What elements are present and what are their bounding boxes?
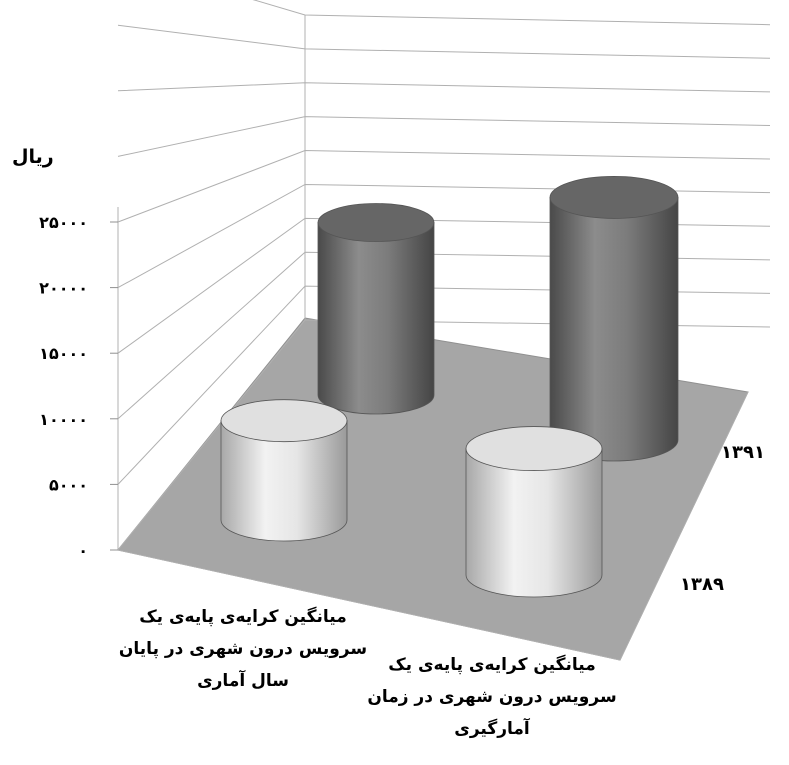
- bar-top: [220, 399, 348, 443]
- category-label-line: میانگین کرایه‌ی پایه‌ی یک: [388, 654, 596, 675]
- y-tick-label: ۲۵۰۰۰: [39, 213, 88, 232]
- bar-0-0: [220, 399, 348, 542]
- category-label: میانگین کرایه‌ی پایه‌ی یک سرویس درون شهری…: [119, 606, 367, 691]
- bar-body: [549, 197, 679, 462]
- gridline: [117, 82, 771, 93]
- series-label: ۱۳۸۹: [680, 574, 724, 595]
- series-label: ۱۳۹۱: [721, 442, 765, 463]
- category-label-line: سال آماری: [197, 669, 289, 691]
- bar-0-1: [465, 426, 603, 598]
- category-label-line: سرویس درون شهری در زمان: [367, 687, 616, 707]
- category-label: میانگین کرایه‌ی پایه‌ی یک سرویس درون شهری…: [367, 654, 616, 739]
- bar-top: [549, 176, 679, 219]
- y-tick-label: ۵۰۰۰: [49, 475, 88, 494]
- bar-body: [317, 222, 435, 415]
- chart-labels: ۰ ۵۰۰۰ ۱۰۰۰۰ ۱۵۰۰۰ ۲۰۰۰۰ ۲۵۰۰۰ ریال ۱۳۸۹ ۱۳۹۱ میا…: [12, 146, 765, 739]
- y-tick-label: ۱۵۰۰۰: [39, 344, 88, 363]
- y-tick-label: ۰: [78, 541, 88, 560]
- bar-top: [317, 203, 435, 242]
- category-label-line: سرویس درون شهری در پایان: [119, 639, 367, 659]
- bar-top: [465, 426, 603, 471]
- y-tick-label: ۱۰۰۰۰: [39, 410, 88, 429]
- gridline: [117, 24, 771, 59]
- chart-bars: [220, 176, 679, 598]
- category-label-line: میانگین کرایه‌ی پایه‌ی یک: [139, 606, 347, 627]
- x-axis-line: [117, 549, 621, 661]
- depth-axis-line: [619, 391, 749, 661]
- bar-body: [220, 420, 348, 542]
- bar-1-0: [317, 203, 435, 415]
- gridline: [252, 0, 771, 26]
- y-axis-label: ریال: [12, 146, 54, 168]
- gridline: [117, 116, 771, 157]
- category-label-line: آمارگیری: [454, 717, 531, 739]
- bar-1-1: [549, 176, 679, 462]
- y-tick-label: ۲۰۰۰۰: [39, 279, 88, 298]
- bar-body: [465, 448, 603, 598]
